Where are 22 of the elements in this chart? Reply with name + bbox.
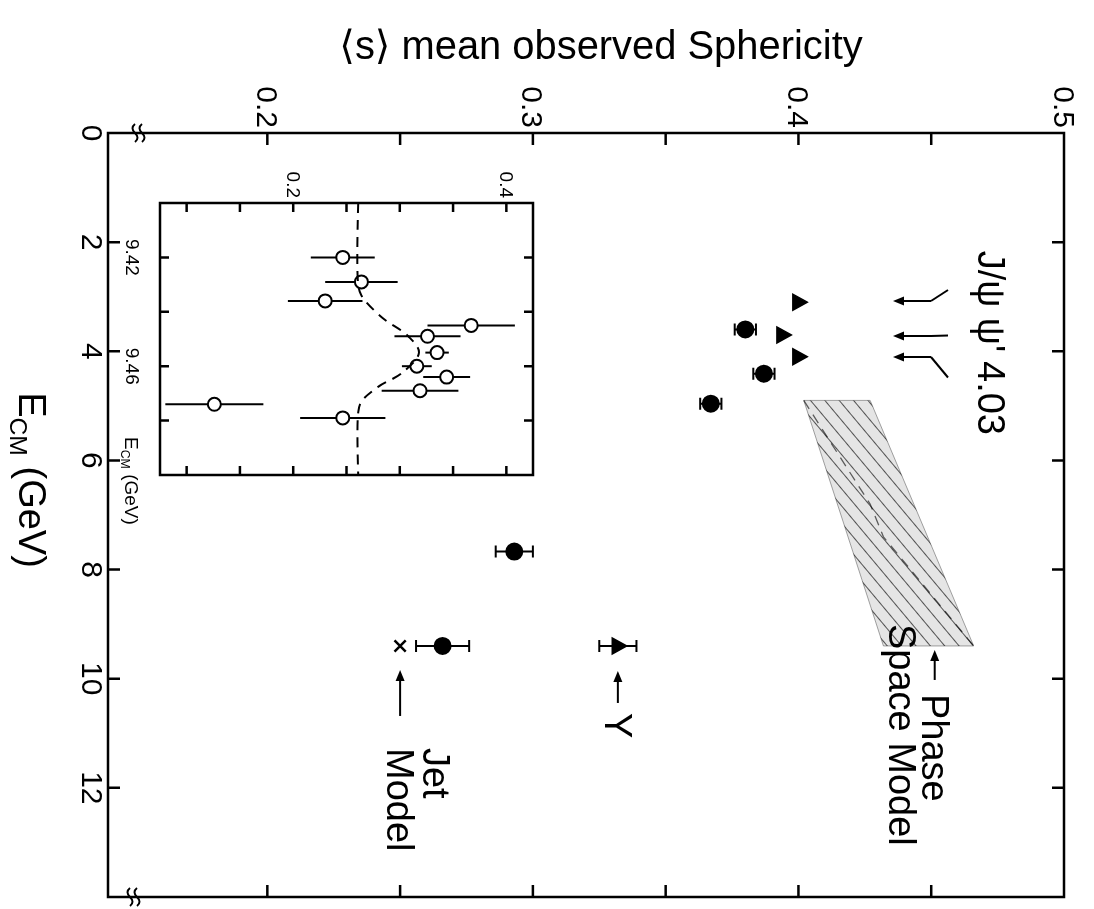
x-tick-label: 0.5 xyxy=(1047,86,1081,128)
x-tick-label: 0.2 xyxy=(282,171,304,198)
y-tick-label: 12 xyxy=(75,771,109,805)
y-tick-label: 9.42 xyxy=(121,238,143,276)
annotation: Υ xyxy=(596,712,639,739)
annotation: J/ψ xyxy=(970,250,1012,308)
y-tick-label: 6 xyxy=(75,452,109,469)
x-tick-label: 0.3 xyxy=(516,86,550,128)
y-tick-label: 9.46 xyxy=(121,347,143,385)
x-tick-label: 0.4 xyxy=(781,86,815,128)
text: Phase Space Model xyxy=(880,623,956,846)
y-tick-label: 2 xyxy=(75,233,109,251)
y-tick-label: 10 xyxy=(75,662,109,696)
x-tick-label: 0.2 xyxy=(250,86,284,128)
x-axis-title: ⟨s⟩ mean observed Sphericity xyxy=(339,23,863,67)
y-tick-label: 4 xyxy=(75,342,109,360)
legend-label: Jet Model xyxy=(379,747,458,852)
x-tick-label: 0.4 xyxy=(495,171,517,199)
y-tick-label: 0 xyxy=(75,124,109,142)
annotation: ψ' xyxy=(970,317,1012,353)
y-tick-label: 8 xyxy=(75,561,109,578)
annotation: 4.03 xyxy=(970,361,1012,435)
